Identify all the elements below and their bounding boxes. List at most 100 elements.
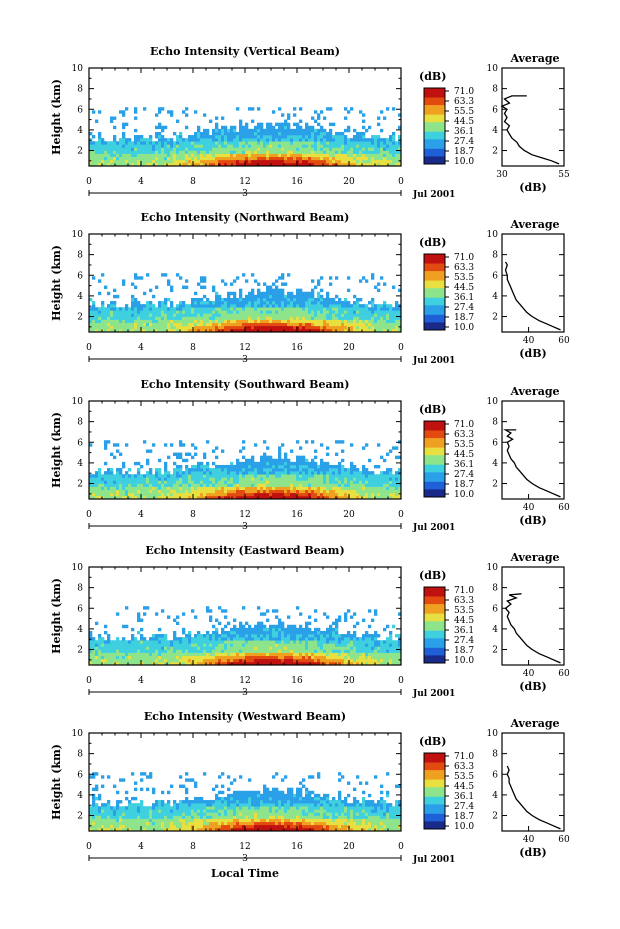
heatmap-cell <box>272 138 276 142</box>
heatmap-cell <box>116 495 120 500</box>
heatmap-cell <box>266 153 270 158</box>
heatmap-cell <box>242 147 246 151</box>
heatmap-cell <box>218 477 222 481</box>
heatmap-cell <box>251 291 255 296</box>
heatmap-cell <box>89 443 93 447</box>
heatmap-cell <box>194 615 198 619</box>
heatmap-cell <box>377 122 381 127</box>
heatmap-cell <box>278 652 282 657</box>
heatmap-cell <box>299 150 303 154</box>
heatmap-cell <box>278 483 282 487</box>
heatmap-cell <box>143 162 147 167</box>
heatmap-cell <box>116 156 120 161</box>
heatmap-cell <box>368 486 372 491</box>
heatmap-cell <box>95 489 99 494</box>
heatmap-cell <box>284 455 288 460</box>
heatmap-cell <box>323 461 327 466</box>
heatmap-cell <box>317 138 321 142</box>
heatmap-cell <box>365 474 369 478</box>
heatmap-cell <box>359 141 363 145</box>
heatmap-cell <box>398 480 402 484</box>
heatmap-cell <box>341 135 345 139</box>
heatmap-cell <box>203 492 207 497</box>
heatmap-cell <box>356 138 360 142</box>
heatmap-cell <box>338 495 342 500</box>
heatmap-cell <box>296 630 300 635</box>
heatmap-cell <box>305 474 309 478</box>
heatmap-cell <box>389 144 393 148</box>
heatmap-cell <box>185 150 189 154</box>
colorbar-label: 63.3 <box>454 263 474 273</box>
heatmap-cell <box>185 480 189 484</box>
heatmap-cell <box>122 640 126 644</box>
heatmap-cell <box>134 319 138 324</box>
heatmap-cell <box>206 310 210 314</box>
heatmap-cell <box>263 150 267 154</box>
heatmap-cell <box>212 486 216 491</box>
heatmap-cell <box>194 492 198 497</box>
heatmap-cell <box>143 307 147 311</box>
heatmap-cell <box>224 464 228 469</box>
heatmap-cell <box>329 325 333 330</box>
heatmap-cell <box>266 630 270 635</box>
heatmap-cell <box>266 464 270 469</box>
heatmap-cell <box>119 141 123 145</box>
heatmap-cell <box>203 313 207 317</box>
heatmap-cell <box>98 322 102 327</box>
heatmap-cell <box>245 301 249 305</box>
heatmap-cell <box>269 483 273 487</box>
heatmap-cell <box>218 655 222 660</box>
heatmap-cell <box>335 156 339 161</box>
colorbar-step <box>424 110 445 114</box>
heatmap-cell <box>296 294 300 299</box>
avg-y-tick-label: 2 <box>492 313 498 323</box>
heatmap-cell <box>257 138 261 142</box>
heatmap-cell <box>236 464 240 469</box>
colorbar-step <box>424 274 445 278</box>
heatmap-cell <box>119 483 123 487</box>
heatmap-cell <box>167 150 171 154</box>
heatmap-cell <box>131 640 135 644</box>
heatmap-cell <box>365 138 369 142</box>
heatmap-cell <box>239 150 243 154</box>
heatmap-cell <box>200 297 204 302</box>
heatmap-cell <box>209 483 213 487</box>
heatmap-cell <box>128 138 132 142</box>
heatmap-cell <box>152 304 156 308</box>
heatmap-cell <box>191 316 195 320</box>
heatmap-cell <box>323 128 327 133</box>
colorbar-step <box>424 440 445 443</box>
colorbar-step <box>424 455 445 458</box>
heatmap-cell <box>146 150 150 154</box>
heatmap-cell <box>110 310 114 314</box>
colorbar-step <box>424 99 445 102</box>
x-tick-label: 20 <box>343 177 355 187</box>
heatmap-cell <box>368 483 372 487</box>
heatmap-cell <box>236 150 240 154</box>
heatmap-cell <box>284 637 288 641</box>
heatmap-cell <box>212 471 216 475</box>
heatmap-cell <box>332 477 336 481</box>
colorbar-label: 71.0 <box>454 87 474 97</box>
heatmap-cell <box>293 319 297 324</box>
heatmap-cell <box>392 138 396 142</box>
heatmap-cell <box>98 486 102 491</box>
heatmap-cell <box>260 301 264 305</box>
heatmap-cell <box>296 495 300 500</box>
heatmap-cell <box>290 291 294 296</box>
heatmap-cell <box>296 150 300 154</box>
heatmap-cell <box>164 461 168 466</box>
heatmap-cell <box>272 627 276 632</box>
heatmap-cell <box>347 153 351 158</box>
heatmap-cell <box>242 658 246 663</box>
heatmap-cell <box>224 652 228 657</box>
heatmap-cell <box>257 135 261 139</box>
heatmap-cell <box>182 322 186 327</box>
heatmap-cell <box>155 477 159 481</box>
y-tick-label: 8 <box>77 251 83 261</box>
heatmap-cell <box>305 294 309 299</box>
heatmap-cell <box>212 322 216 327</box>
heatmap-cell <box>275 637 279 641</box>
heatmap-cell <box>392 316 396 320</box>
heatmap-cell <box>260 156 264 161</box>
